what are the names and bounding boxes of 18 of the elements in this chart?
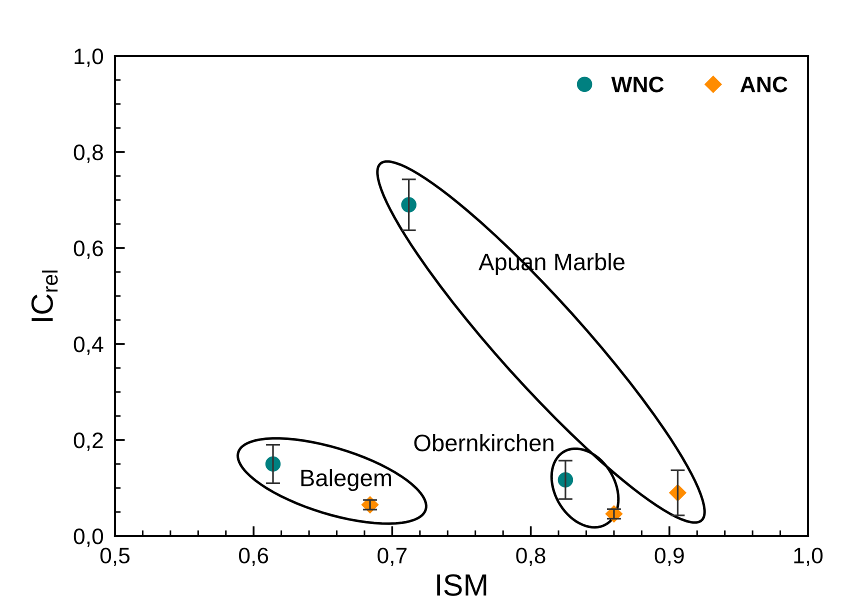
annotation: Balegem xyxy=(301,468,392,492)
x-tick-label: 1,0 xyxy=(794,548,823,566)
y-tick-label: 0,6 xyxy=(74,240,103,259)
y-axis-title: IC$_{rel}$ xyxy=(31,270,58,321)
x-axis-title: ISM xyxy=(437,574,486,596)
x-tick-label: 0,5 xyxy=(100,548,130,566)
legend-label: ANC xyxy=(740,76,788,92)
y-tick-label: 0,4 xyxy=(74,336,104,355)
y-tick-label: 0,2 xyxy=(74,432,103,451)
x-tick-label: 0,6 xyxy=(239,548,268,566)
y-tick-label: 1,0 xyxy=(74,48,104,67)
legend-label: WNC xyxy=(611,76,664,92)
y-tick-label: 0,8 xyxy=(74,144,103,163)
x-tick-label: 0,7 xyxy=(378,548,407,566)
y-tick-label: 0,0 xyxy=(74,528,104,547)
x-tick-label: 0,9 xyxy=(654,548,684,566)
annotation: Obernkirchen xyxy=(414,434,554,452)
x-tick-label: 0,8 xyxy=(516,548,546,566)
